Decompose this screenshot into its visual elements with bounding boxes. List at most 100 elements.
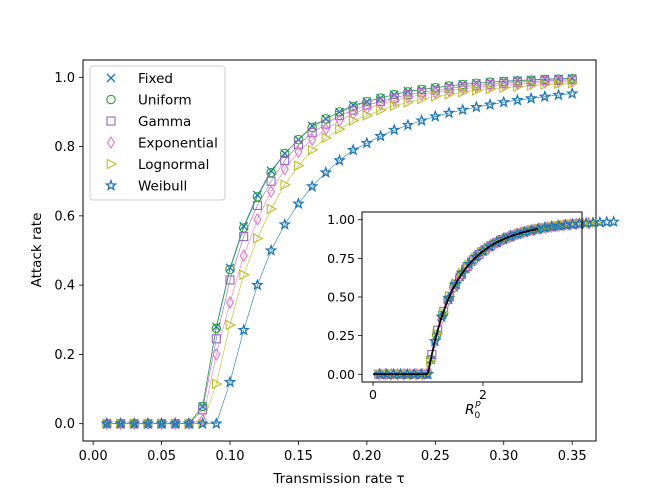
y-tick-label: 1.0 <box>54 71 75 86</box>
main-plot: 0.00 0.05 0.10 0.15 0.20 0.25 0.30 0.35 0.00.20… <box>29 59 597 487</box>
data-point-weibull <box>387 123 401 136</box>
inset-series-weibull <box>373 215 620 380</box>
legend-marker-exponential <box>106 135 116 150</box>
main-axes-frame <box>82 59 597 442</box>
data-point-weibull <box>305 179 319 192</box>
legend-box <box>89 65 226 201</box>
y-tick-label: 0.4 <box>54 279 75 294</box>
legend-label-exponential: Exponential <box>138 136 218 152</box>
inset-y-tick-label: 1.00 <box>327 212 355 227</box>
legend-entry-uniform: Uniform <box>106 93 192 109</box>
data-point-weibull <box>100 417 114 430</box>
data-point-lognormal <box>362 110 374 121</box>
x-tick-label: 0.20 <box>352 449 381 464</box>
data-point-lognormal <box>472 85 483 96</box>
data-point-weibull <box>292 197 305 210</box>
inset-y-tick-label: 0.75 <box>327 251 355 266</box>
data-point-lognormal <box>239 269 250 281</box>
data-point-weibull <box>428 109 442 122</box>
data-point-fixed <box>321 114 331 124</box>
data-point-lognormal <box>444 88 456 100</box>
legend-marker-uniform <box>106 94 116 105</box>
data-point-gamma <box>307 128 317 138</box>
data-point-weibull <box>141 417 155 430</box>
data-point-lognormal <box>225 319 237 331</box>
y-tick-label: 0.8 <box>54 140 75 155</box>
main-x-axis-label: Transmission rate τ <box>272 471 404 487</box>
data-point-lognormal <box>417 93 428 105</box>
data-point-lognormal <box>526 80 538 92</box>
data-point-lognormal <box>266 203 278 215</box>
data-point-weibull <box>333 153 346 166</box>
data-point-weibull <box>209 417 223 430</box>
inset-point-gamma <box>433 325 443 335</box>
main-series-markers <box>100 73 579 431</box>
inset-x-tick-label: 2 <box>479 387 487 402</box>
data-point-weibull <box>483 98 497 111</box>
data-point-lognormal <box>485 83 497 95</box>
data-point-weibull <box>524 91 538 104</box>
data-point-weibull <box>538 90 552 103</box>
data-point-uniform <box>225 264 235 275</box>
data-point-weibull <box>374 129 387 142</box>
inset-point-lognormal <box>470 252 482 264</box>
legend-entry-gamma: Gamma <box>106 114 191 130</box>
data-point-weibull <box>565 86 579 99</box>
data-point-exponential <box>403 90 412 104</box>
legend-label-gamma: Gamma <box>138 114 191 130</box>
data-point-gamma <box>334 110 345 120</box>
inset-theory-curve <box>373 228 539 376</box>
data-point-weibull <box>168 417 182 430</box>
data-point-fixed <box>348 100 358 110</box>
data-point-fixed <box>239 221 249 231</box>
inset-point-weibull <box>421 367 435 380</box>
main-y-axis-label: Attack rate <box>29 213 45 288</box>
data-point-exponential <box>212 347 221 361</box>
legend-marker-gamma <box>106 116 116 126</box>
main-y-axis: 0.0 0.2 0.4 0.6 0.8 1.0 <box>54 71 83 432</box>
data-point-weibull <box>511 93 524 106</box>
data-point-weibull <box>360 136 374 149</box>
inset-point-lognormal <box>464 259 475 271</box>
data-point-weibull <box>346 143 360 156</box>
data-point-gamma <box>252 200 262 211</box>
data-point-exponential <box>294 145 303 159</box>
data-point-weibull <box>497 95 511 108</box>
inset-point-weibull <box>456 266 469 279</box>
inset-point-weibull <box>607 215 620 228</box>
data-point-lognormal <box>499 82 510 94</box>
x-tick-label: 0.10 <box>216 449 245 464</box>
data-point-exponential <box>267 185 276 199</box>
series-weibull <box>100 86 579 430</box>
data-point-lognormal <box>567 77 579 89</box>
inset-x-tick-label: 0 <box>369 387 377 402</box>
data-point-uniform <box>307 122 317 133</box>
data-point-weibull <box>456 103 470 116</box>
data-point-lognormal <box>554 78 565 90</box>
x-tick-label: 0.00 <box>79 449 108 464</box>
data-point-fixed <box>293 135 303 145</box>
data-point-gamma <box>211 334 221 344</box>
x-tick-label: 0.35 <box>558 449 587 464</box>
data-point-weibull <box>278 217 292 230</box>
data-point-gamma <box>293 140 303 150</box>
data-point-weibull <box>415 113 428 127</box>
data-point-exponential <box>376 97 385 111</box>
data-point-weibull <box>401 118 415 131</box>
data-point-lognormal <box>403 96 415 108</box>
x-tick-label: 0.15 <box>284 449 313 464</box>
data-point-fixed <box>225 263 235 273</box>
legend-label-uniform: Uniform <box>138 93 192 109</box>
data-point-weibull <box>251 278 264 291</box>
data-point-fixed <box>211 322 221 332</box>
data-point-lognormal <box>430 90 442 102</box>
inset-x-axis-label-subscript: 0 <box>474 411 480 421</box>
legend-entry-lognormal: Lognormal <box>106 157 209 173</box>
legend-label-weibull: Weibull <box>138 179 187 195</box>
x-tick-label: 0.05 <box>147 449 176 464</box>
data-point-lognormal <box>211 378 223 390</box>
legend-marker-fixed <box>106 73 116 83</box>
